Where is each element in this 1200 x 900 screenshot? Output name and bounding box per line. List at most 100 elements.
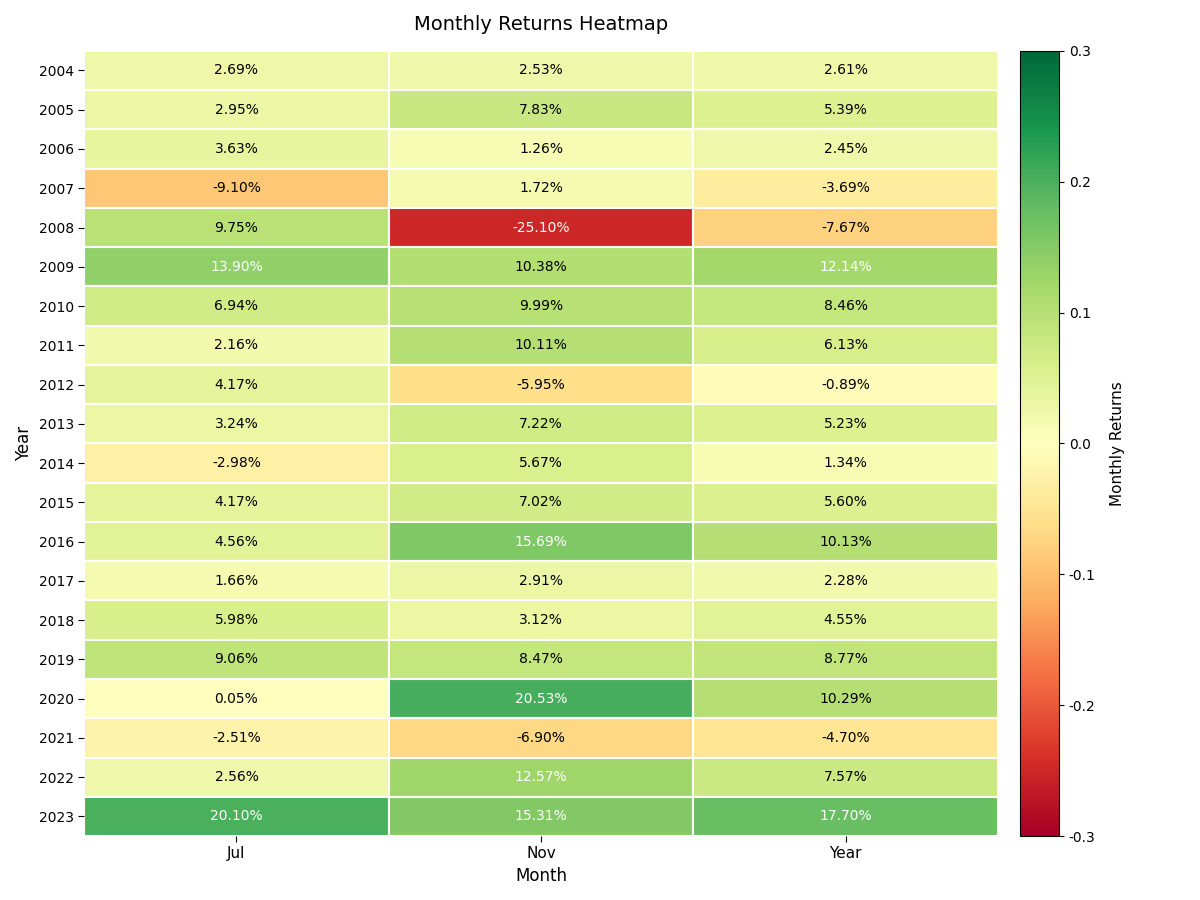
Text: 4.56%: 4.56% [215, 535, 258, 549]
FancyBboxPatch shape [84, 50, 389, 90]
FancyBboxPatch shape [694, 286, 998, 326]
Text: 12.57%: 12.57% [515, 770, 568, 784]
FancyBboxPatch shape [389, 326, 694, 365]
Text: 15.31%: 15.31% [515, 809, 568, 824]
FancyBboxPatch shape [389, 482, 694, 522]
Text: 5.23%: 5.23% [823, 417, 868, 431]
Text: 5.98%: 5.98% [215, 613, 258, 627]
Text: 0.05%: 0.05% [215, 691, 258, 706]
Text: 2.45%: 2.45% [823, 142, 868, 156]
FancyBboxPatch shape [694, 718, 998, 758]
FancyBboxPatch shape [84, 482, 389, 522]
Text: -6.90%: -6.90% [517, 731, 565, 745]
FancyBboxPatch shape [84, 640, 389, 679]
FancyBboxPatch shape [84, 90, 389, 130]
Text: -2.51%: -2.51% [212, 731, 260, 745]
Text: 4.17%: 4.17% [215, 495, 258, 509]
Text: 3.24%: 3.24% [215, 417, 258, 431]
Text: 2.61%: 2.61% [823, 64, 868, 77]
FancyBboxPatch shape [84, 522, 389, 562]
Text: -25.10%: -25.10% [512, 220, 570, 235]
FancyBboxPatch shape [389, 522, 694, 562]
FancyBboxPatch shape [389, 444, 694, 482]
Text: 10.38%: 10.38% [515, 260, 568, 274]
Title: Monthly Returns Heatmap: Monthly Returns Heatmap [414, 15, 668, 34]
Text: 6.13%: 6.13% [823, 338, 868, 352]
Text: 2.53%: 2.53% [520, 64, 563, 77]
Text: 12.14%: 12.14% [820, 260, 872, 274]
Text: 1.72%: 1.72% [520, 181, 563, 195]
Text: -0.89%: -0.89% [821, 377, 870, 392]
Text: 10.29%: 10.29% [820, 691, 872, 706]
Text: 10.11%: 10.11% [515, 338, 568, 352]
FancyBboxPatch shape [84, 404, 389, 444]
Text: 20.10%: 20.10% [210, 809, 263, 824]
FancyBboxPatch shape [694, 364, 998, 404]
FancyBboxPatch shape [84, 286, 389, 326]
Text: 1.34%: 1.34% [823, 456, 868, 470]
FancyBboxPatch shape [389, 404, 694, 444]
Text: 20.53%: 20.53% [515, 691, 568, 706]
Text: 2.16%: 2.16% [215, 338, 258, 352]
Text: 5.39%: 5.39% [823, 103, 868, 117]
FancyBboxPatch shape [389, 796, 694, 836]
Text: 3.63%: 3.63% [215, 142, 258, 156]
Text: 5.67%: 5.67% [520, 456, 563, 470]
FancyBboxPatch shape [694, 130, 998, 168]
Text: 8.77%: 8.77% [823, 652, 868, 666]
Text: 7.83%: 7.83% [520, 103, 563, 117]
FancyBboxPatch shape [84, 444, 389, 482]
Text: 3.12%: 3.12% [520, 613, 563, 627]
FancyBboxPatch shape [84, 562, 389, 600]
Text: -4.70%: -4.70% [821, 731, 870, 745]
Text: 4.55%: 4.55% [823, 613, 868, 627]
Text: -3.69%: -3.69% [821, 181, 870, 195]
FancyBboxPatch shape [694, 404, 998, 444]
FancyBboxPatch shape [84, 130, 389, 168]
FancyBboxPatch shape [389, 168, 694, 208]
FancyBboxPatch shape [389, 364, 694, 404]
Text: 7.22%: 7.22% [520, 417, 563, 431]
FancyBboxPatch shape [389, 90, 694, 130]
FancyBboxPatch shape [389, 562, 694, 600]
FancyBboxPatch shape [84, 718, 389, 758]
FancyBboxPatch shape [389, 718, 694, 758]
FancyBboxPatch shape [694, 248, 998, 286]
Text: 7.57%: 7.57% [823, 770, 868, 784]
Text: 8.47%: 8.47% [520, 652, 563, 666]
FancyBboxPatch shape [694, 50, 998, 90]
Text: 17.70%: 17.70% [820, 809, 872, 824]
FancyBboxPatch shape [389, 208, 694, 248]
FancyBboxPatch shape [694, 758, 998, 796]
FancyBboxPatch shape [84, 364, 389, 404]
FancyBboxPatch shape [694, 168, 998, 208]
Text: 2.95%: 2.95% [215, 103, 258, 117]
FancyBboxPatch shape [694, 90, 998, 130]
Text: 6.94%: 6.94% [215, 299, 258, 313]
FancyBboxPatch shape [84, 796, 389, 836]
Text: 9.75%: 9.75% [215, 220, 258, 235]
Text: 9.99%: 9.99% [518, 299, 563, 313]
Text: 2.56%: 2.56% [215, 770, 258, 784]
Text: 4.17%: 4.17% [215, 377, 258, 392]
FancyBboxPatch shape [389, 758, 694, 796]
FancyBboxPatch shape [84, 248, 389, 286]
Text: -2.98%: -2.98% [212, 456, 260, 470]
Text: 10.13%: 10.13% [820, 535, 872, 549]
Text: 2.69%: 2.69% [215, 64, 258, 77]
Text: 5.60%: 5.60% [823, 495, 868, 509]
Text: 13.90%: 13.90% [210, 260, 263, 274]
Text: 15.69%: 15.69% [515, 535, 568, 549]
FancyBboxPatch shape [694, 482, 998, 522]
FancyBboxPatch shape [389, 600, 694, 640]
FancyBboxPatch shape [84, 168, 389, 208]
Text: -5.95%: -5.95% [517, 377, 565, 392]
FancyBboxPatch shape [694, 522, 998, 562]
Text: 1.26%: 1.26% [520, 142, 563, 156]
Text: 8.46%: 8.46% [823, 299, 868, 313]
FancyBboxPatch shape [694, 208, 998, 248]
X-axis label: Month: Month [515, 867, 568, 885]
Text: 9.06%: 9.06% [215, 652, 258, 666]
Text: 1.66%: 1.66% [215, 574, 258, 588]
FancyBboxPatch shape [84, 679, 389, 718]
